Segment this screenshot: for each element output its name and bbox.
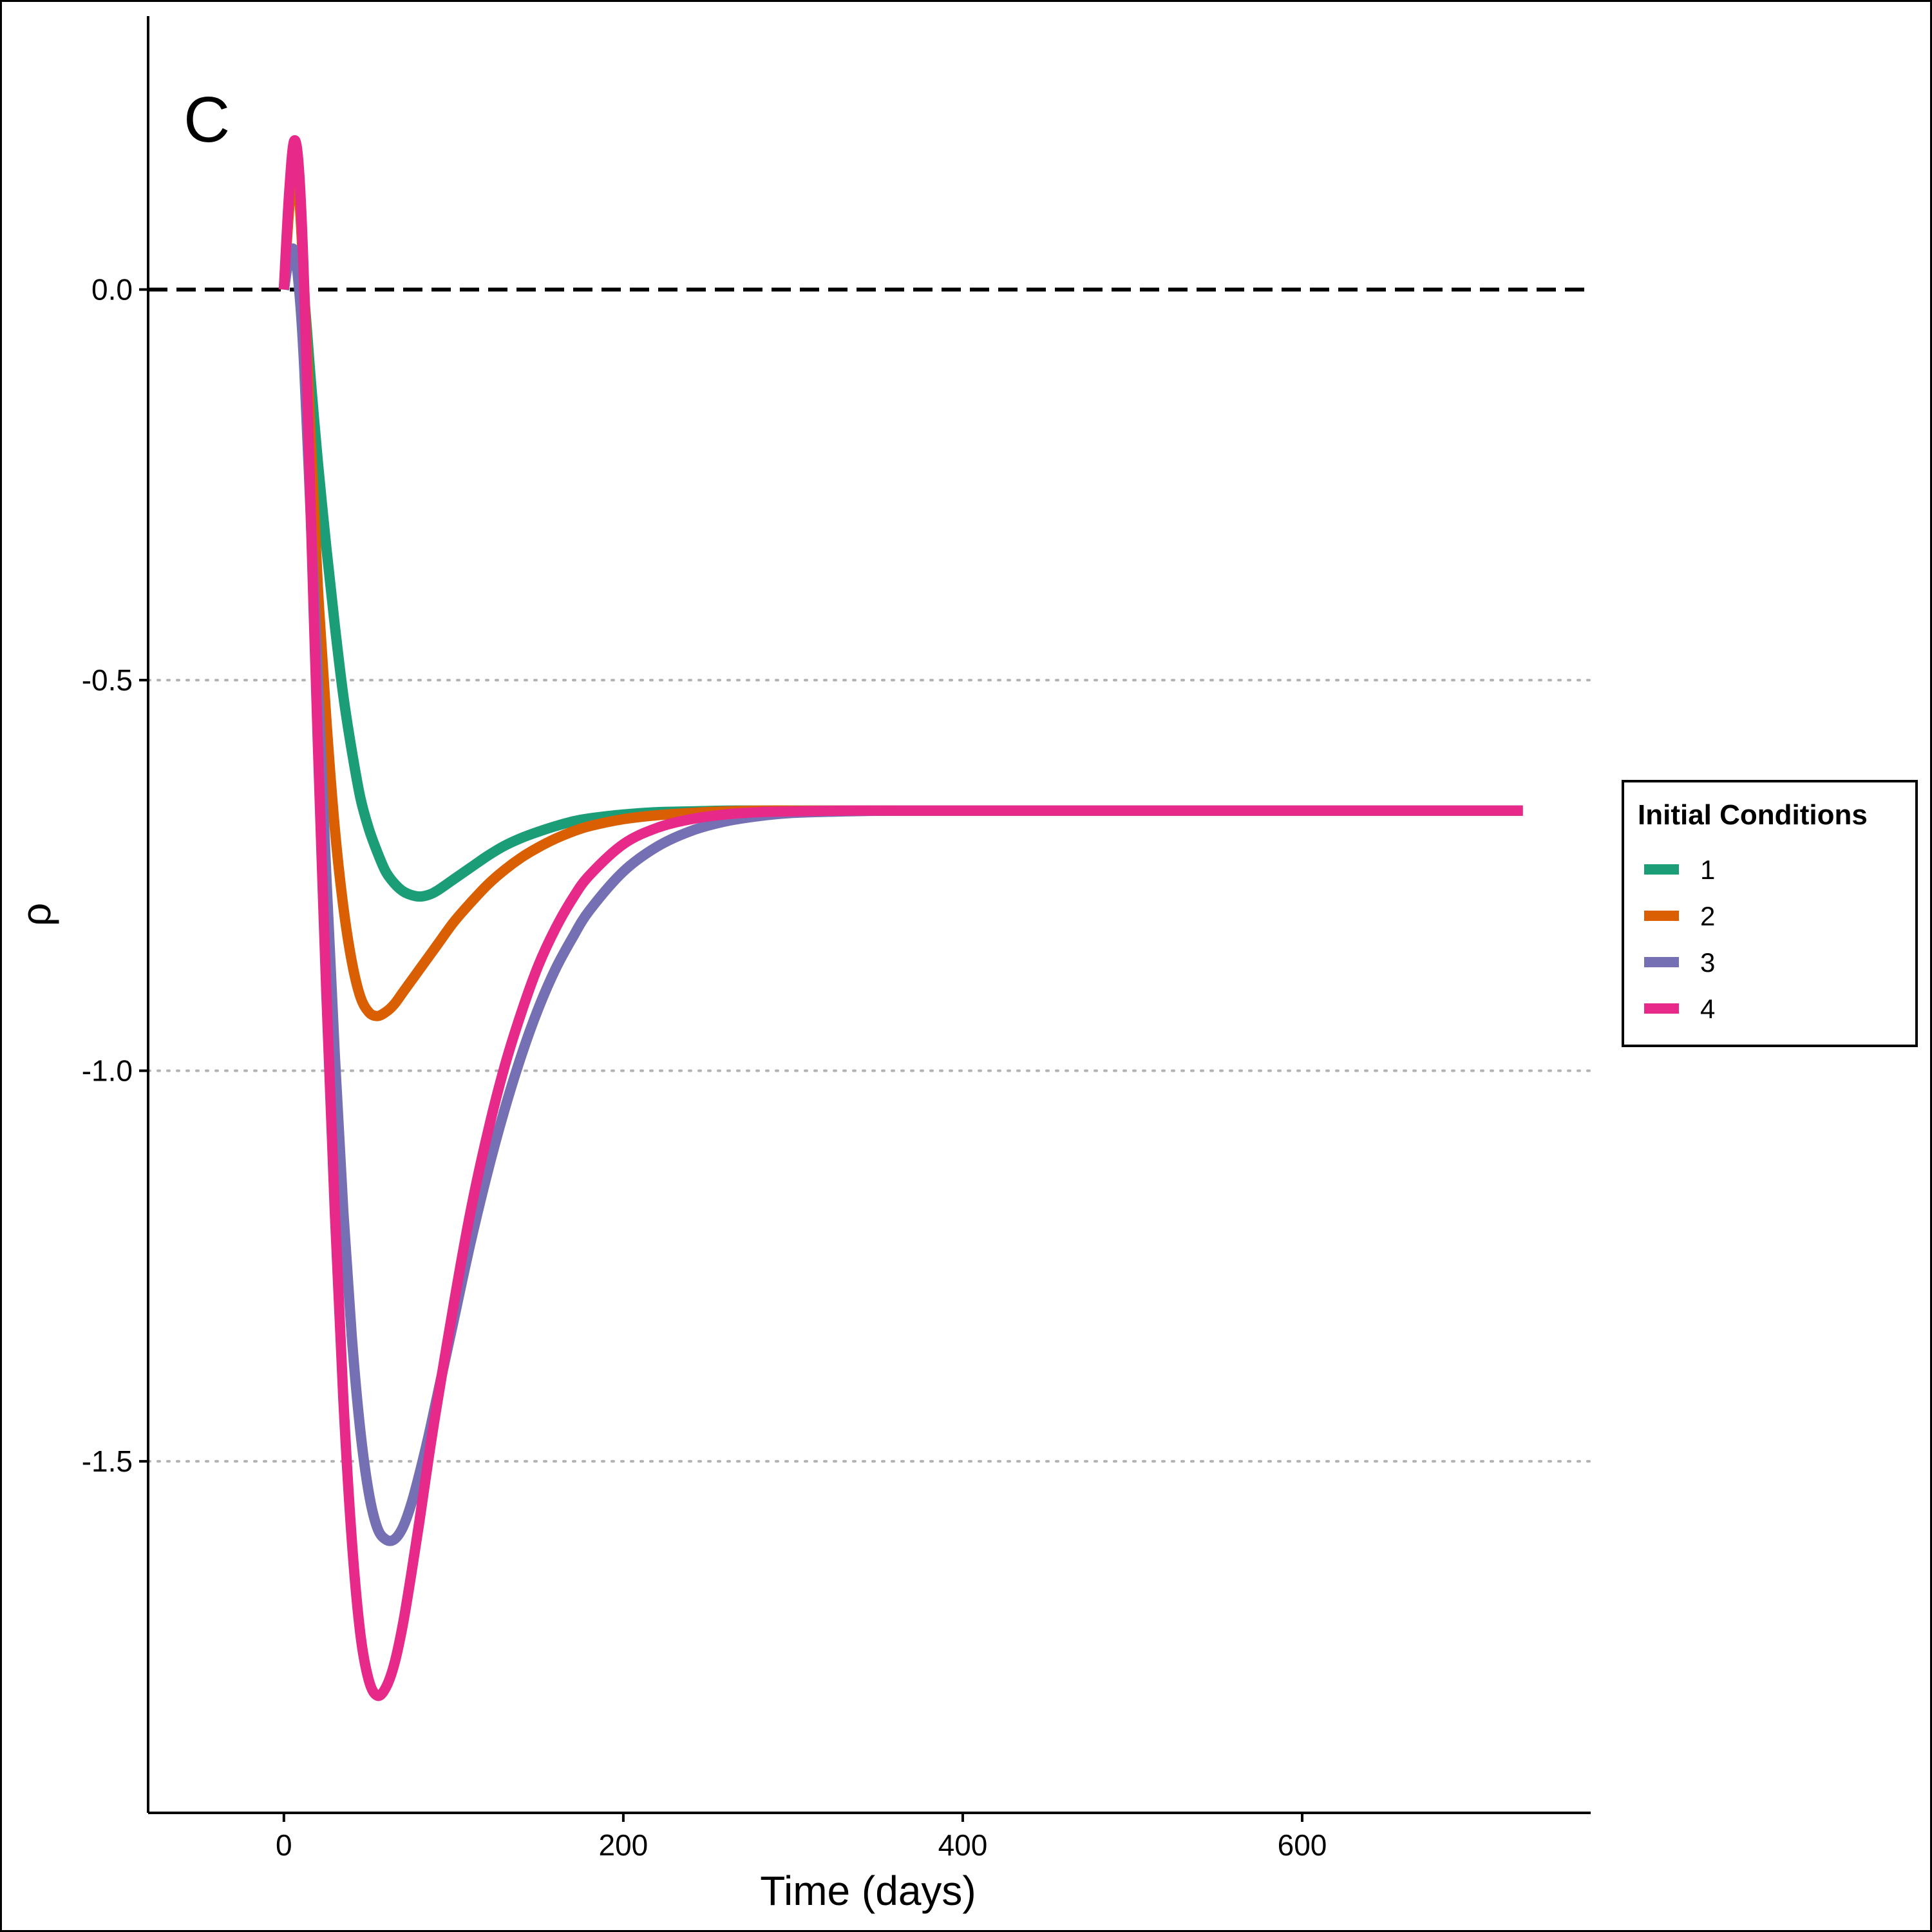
y-tick-label: -1.5: [82, 1444, 133, 1478]
series-line-4: [278, 135, 1523, 1701]
x-axis-title: Time (days): [760, 1868, 976, 1914]
y-tick-label: 0.0: [91, 273, 133, 307]
legend-label-3: 3: [1700, 947, 1715, 978]
y-tick-label: -0.5: [82, 663, 133, 697]
x-tick-label: 200: [599, 1828, 649, 1862]
legend: Initial Conditions 1 2 3 4: [1622, 780, 1918, 1047]
grid-layer: [147, 287, 1592, 1463]
y-tick-label: -1.0: [82, 1054, 133, 1088]
x-tick-label: 400: [938, 1828, 988, 1862]
legend-title: Initial Conditions: [1638, 799, 1868, 831]
x-tick-label: 0: [276, 1828, 292, 1862]
series-layer: [278, 135, 1523, 1701]
x-tick-label: 600: [1278, 1828, 1327, 1862]
panel-label: C: [184, 84, 230, 156]
legend-entries: 1 2 3 4: [1644, 855, 1715, 1024]
legend-label-1: 1: [1700, 855, 1715, 885]
legend-label-4: 4: [1700, 994, 1715, 1024]
tick-layer: 0.0 -0.5 -1.0 -1.5 0 200 400 600: [82, 273, 1327, 1862]
y-axis-title: ρ: [13, 903, 59, 926]
legend-label-2: 2: [1700, 901, 1715, 931]
